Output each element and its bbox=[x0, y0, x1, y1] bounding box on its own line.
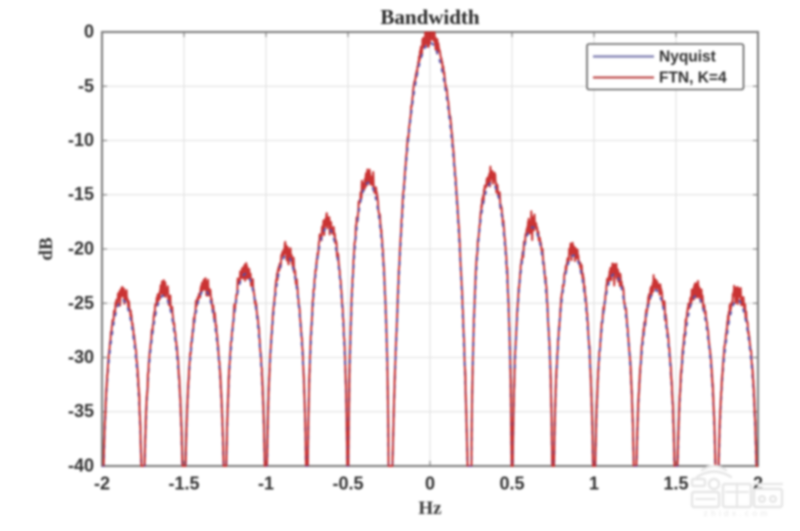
svg-text:1: 1 bbox=[589, 474, 599, 494]
svg-text:Bandwidth: Bandwidth bbox=[380, 5, 480, 29]
svg-text:-0.5: -0.5 bbox=[332, 474, 363, 494]
svg-text:dB: dB bbox=[36, 237, 57, 261]
svg-text:-15: -15 bbox=[68, 184, 94, 204]
svg-text:-20: -20 bbox=[68, 239, 94, 259]
svg-text:-5: -5 bbox=[78, 76, 94, 96]
svg-text:-2: -2 bbox=[94, 474, 110, 494]
svg-text:1.5: 1.5 bbox=[663, 474, 688, 494]
svg-text:Hz: Hz bbox=[418, 498, 442, 519]
svg-text:FTN, K=4: FTN, K=4 bbox=[659, 70, 727, 87]
svg-text:Nyquist: Nyquist bbox=[659, 49, 716, 66]
svg-text:-10: -10 bbox=[68, 130, 94, 150]
svg-text:0: 0 bbox=[425, 474, 435, 494]
svg-text:0: 0 bbox=[84, 22, 94, 42]
svg-text:-35: -35 bbox=[68, 401, 94, 421]
svg-text:-40: -40 bbox=[68, 456, 94, 476]
svg-text:-30: -30 bbox=[68, 347, 94, 367]
svg-text:-25: -25 bbox=[68, 293, 94, 313]
svg-text:-1: -1 bbox=[258, 474, 274, 494]
svg-text:-1.5: -1.5 bbox=[168, 474, 199, 494]
svg-text:zhidx.com: zhidx.com bbox=[703, 508, 770, 518]
svg-text:0.5: 0.5 bbox=[499, 474, 524, 494]
